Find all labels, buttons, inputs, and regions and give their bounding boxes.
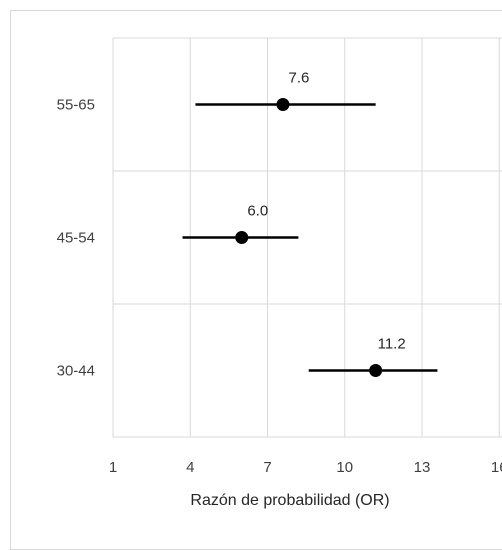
chart-area — [10, 10, 502, 550]
x-tick-label: 10 — [336, 459, 353, 476]
x-axis-title: Razón de probabilidad (OR) — [190, 492, 389, 509]
x-tick-label: 4 — [186, 459, 194, 476]
odds-ratio-point — [369, 364, 383, 377]
odds-ratio-point — [235, 231, 249, 244]
x-tick-label: 13 — [414, 459, 431, 476]
x-tick-label: 1 — [109, 459, 117, 476]
category-labels: 55-65 45-54 30-44 — [57, 97, 95, 380]
data-marks: 7.6 6.0 11.2 — [182, 70, 438, 377]
category-label: 45-54 — [57, 230, 95, 247]
data-label: 7.6 — [289, 70, 310, 87]
x-tick-label: 16 — [491, 459, 502, 476]
data-label: 11.2 — [378, 336, 406, 353]
data-label: 6.0 — [247, 203, 268, 220]
odds-ratio-point — [276, 98, 290, 111]
category-label: 55-65 — [57, 97, 95, 114]
grid — [112, 37, 502, 438]
x-tick-label: 7 — [263, 459, 271, 476]
x-axis: 1 4 7 10 13 16 — [109, 459, 502, 476]
category-label: 30-44 — [57, 363, 95, 380]
forest-plot: 1 4 7 10 13 16 55-65 45-54 30-44 7.6 6.0 11.2 Raz… — [57, 37, 502, 509]
